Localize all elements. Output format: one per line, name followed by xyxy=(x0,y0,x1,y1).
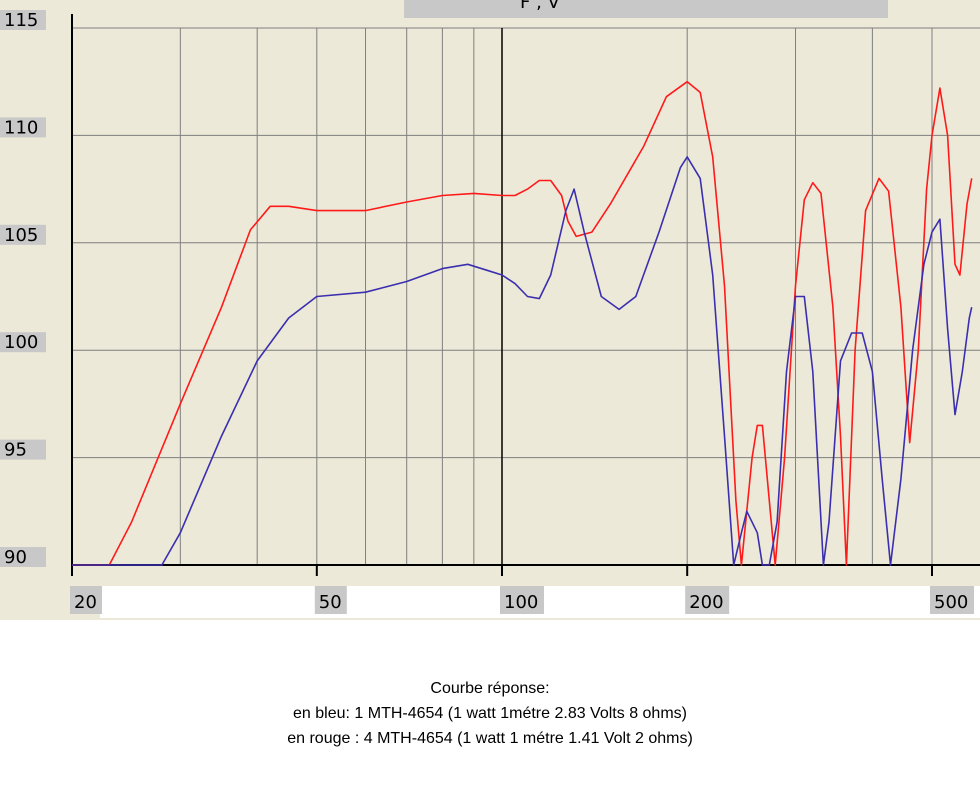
x-tick-label-bg xyxy=(70,586,102,614)
x-tick-label-bg xyxy=(685,586,730,614)
x-tick-label: 20 xyxy=(74,592,97,613)
y-tick-label-bg xyxy=(0,117,46,138)
chart-svg: F , V 90 95 100 105 110 115 20 50 100 200 500 xyxy=(0,0,980,618)
x-tick-label: 100 xyxy=(504,592,538,613)
series-line-red xyxy=(72,80,973,566)
chart-caption: Courbe réponse: en bleu: 1 MTH-4654 (1 w… xyxy=(0,676,980,751)
x-tick-label-bg xyxy=(500,586,544,614)
x-tick-label: 500 xyxy=(934,592,968,613)
frequency-response-chart: F , V 90 95 100 105 110 115 20 50 100 200 500 xyxy=(0,0,980,620)
y-tick-label: 100 xyxy=(4,332,38,353)
x-tick-label: 200 xyxy=(689,592,723,613)
y-tick-label: 90 xyxy=(4,547,27,568)
y-tick-label: 110 xyxy=(4,117,38,138)
caption-title: Courbe réponse: xyxy=(430,680,550,697)
header-fragment-text: F , V xyxy=(520,0,561,13)
caption-red-legend: en rouge : 4 MTH-4654 (1 watt 1 métre 1.… xyxy=(287,730,693,747)
y-tick-label: 95 xyxy=(4,440,27,461)
caption-blue-legend: en bleu: 1 MTH-4654 (1 watt 1métre 2.83 … xyxy=(293,705,687,722)
y-tick-label: 105 xyxy=(4,225,38,246)
x-tick-label-bg xyxy=(930,586,974,614)
y-tick-label-bg xyxy=(0,547,46,567)
header-strip xyxy=(404,0,888,18)
x-tick-label-bg xyxy=(314,586,347,614)
series-line-blue xyxy=(72,156,973,566)
y-tick-label-bg xyxy=(0,439,46,460)
x-tick-label: 50 xyxy=(319,592,342,613)
plot-area xyxy=(72,28,980,565)
y-tick-label-bg xyxy=(0,332,46,353)
y-tick-label: 115 xyxy=(4,10,38,31)
y-tick-label-bg xyxy=(0,10,46,30)
y-tick-label-bg xyxy=(0,224,46,245)
